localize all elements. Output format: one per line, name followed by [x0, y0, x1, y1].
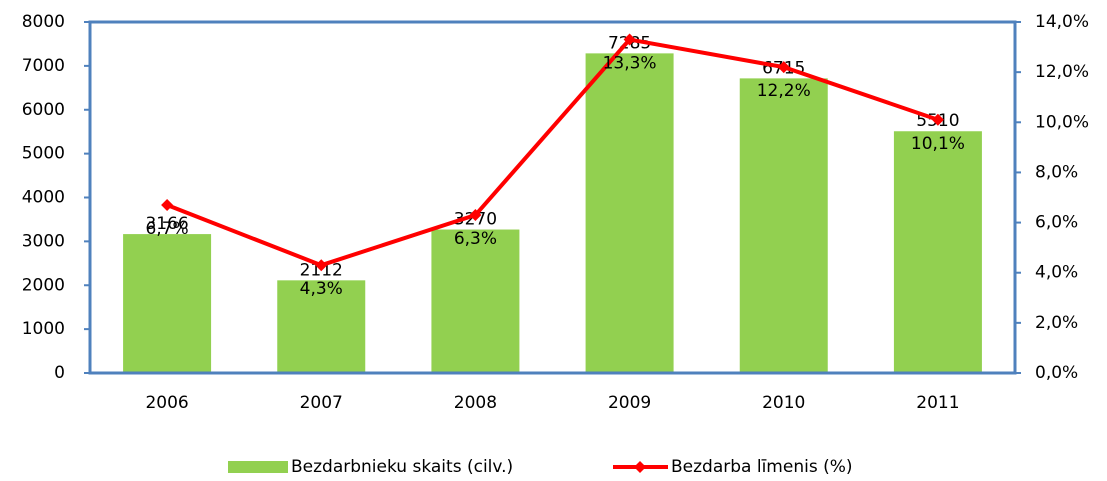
y2-tick-label: 2,0% — [1035, 313, 1078, 333]
y2-tick-label: 6,0% — [1035, 213, 1078, 233]
y2-tick-label: 14,0% — [1035, 12, 1089, 32]
line-value-label: 6,3% — [454, 229, 497, 249]
legend-marker — [634, 461, 646, 473]
line-value-label: 13,3% — [603, 54, 657, 74]
y2-tick-label: 8,0% — [1035, 162, 1078, 182]
bar-value-label: 3166 — [145, 214, 188, 234]
y-tick-label: 1000 — [22, 319, 65, 339]
line-value-label: 10,1% — [911, 134, 965, 154]
bar — [739, 78, 828, 374]
x-tick-label: 2010 — [762, 393, 805, 413]
line-marker — [161, 199, 174, 212]
y2-tick-label: 0,0% — [1035, 363, 1078, 383]
x-tick-label: 2008 — [454, 393, 497, 413]
bar — [893, 131, 982, 373]
bar — [585, 53, 674, 373]
line-marker — [777, 61, 790, 74]
x-tick-label: 2011 — [916, 393, 959, 413]
x-tick-label: 2009 — [608, 393, 651, 413]
bar — [123, 234, 212, 373]
legend-label: Bezdarbnieku skaits (cilv.) — [291, 457, 513, 477]
line — [166, 37, 939, 268]
legend-label: Bezdarba līmenis (%) — [671, 457, 853, 477]
line-marker — [623, 33, 636, 46]
y-tick-label: 5000 — [22, 144, 65, 164]
plot-frame — [88, 20, 1017, 375]
y2-tick-label: 10,0% — [1035, 112, 1089, 132]
bar — [277, 280, 366, 373]
y-tick-label: 8000 — [22, 12, 65, 32]
y-tick-label: 0 — [54, 363, 65, 383]
y2-tick-label: 12,0% — [1035, 62, 1089, 82]
y-tick-label: 7000 — [22, 56, 65, 76]
y-tick-label: 4000 — [22, 188, 65, 208]
y-tick-label: 6000 — [22, 100, 65, 120]
x-tick-label: 2007 — [300, 393, 343, 413]
y-tick-label: 2000 — [22, 275, 65, 295]
y2-tick-label: 4,0% — [1035, 263, 1078, 283]
line-marker — [931, 113, 944, 126]
line-value-label: 6,7% — [145, 219, 188, 239]
line-marker — [469, 209, 482, 222]
line-value-label: 12,2% — [757, 81, 811, 101]
bar — [431, 229, 520, 373]
y-tick-label: 3000 — [22, 231, 65, 251]
legend-swatch — [228, 461, 288, 473]
line-marker — [315, 259, 328, 272]
x-tick-label: 2006 — [145, 393, 188, 413]
line-value-label: 4,3% — [300, 279, 343, 299]
